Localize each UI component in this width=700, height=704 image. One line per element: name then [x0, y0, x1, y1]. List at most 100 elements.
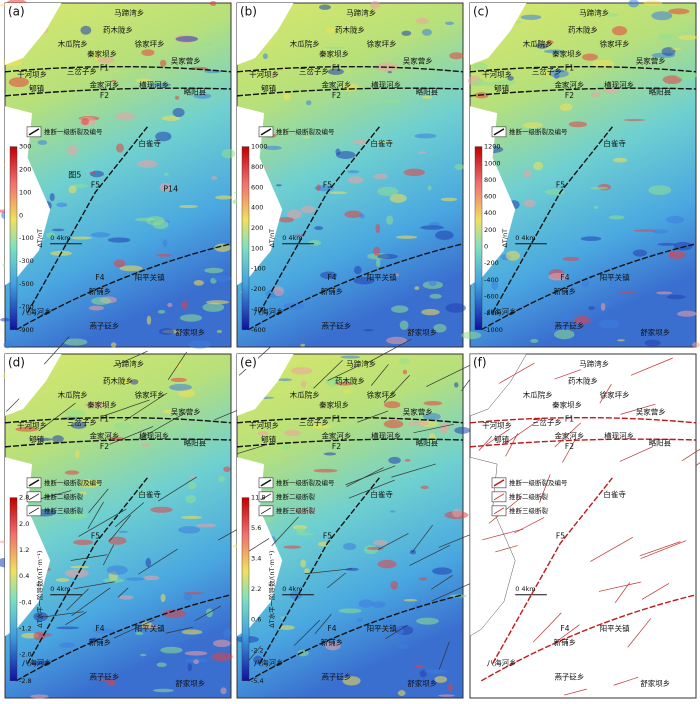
anomaly	[67, 145, 78, 156]
fault-label: F4	[95, 273, 104, 282]
anomaly	[159, 328, 175, 335]
fault-line	[247, 243, 464, 331]
anomaly	[170, 377, 187, 382]
anomaly	[308, 239, 321, 246]
anomaly	[390, 510, 396, 513]
anomaly	[613, 157, 628, 163]
label-box	[6, 4, 26, 18]
anomaly	[568, 121, 588, 128]
anomaly	[359, 213, 365, 219]
anomaly	[102, 578, 125, 583]
anomaly	[409, 549, 416, 555]
fault-line	[258, 477, 380, 664]
anomaly	[561, 311, 575, 320]
place-name: 吴家营乡	[636, 406, 666, 416]
colorbar-tick: 2.8	[19, 494, 29, 502]
anomaly	[604, 300, 612, 307]
fault-label: F2	[100, 442, 109, 451]
anomaly	[548, 272, 569, 281]
fault-label: F4	[560, 624, 569, 633]
fault-label: F2	[332, 442, 341, 451]
anomaly	[347, 170, 360, 174]
fault-line	[469, 87, 697, 97]
fault-line	[15, 594, 232, 682]
anomaly	[84, 402, 108, 408]
anomaly	[184, 650, 208, 656]
colorbar-tick: 200	[484, 226, 496, 234]
minor-fault	[613, 676, 639, 686]
place-name: 药木陇乡	[335, 376, 365, 386]
map-background	[4, 2, 232, 348]
place-name: 八海河乡	[487, 658, 517, 668]
colorbar-tick: 1000	[251, 143, 268, 151]
minor-fault	[370, 364, 389, 386]
anomaly	[130, 379, 139, 385]
colorbar-tick: -500	[19, 280, 34, 288]
place-name: 八海河乡	[22, 658, 52, 668]
minor-fault	[124, 392, 168, 422]
place-name: 木瓜院乡	[523, 389, 553, 399]
place-name: 横现河乡	[139, 80, 169, 90]
minor-fault	[385, 624, 408, 639]
place-name: 燕子砭乡	[89, 320, 119, 330]
anomaly	[220, 687, 227, 695]
anomaly	[427, 185, 432, 191]
anomaly	[648, 185, 672, 195]
fault-line	[469, 438, 697, 448]
anomaly	[311, 424, 331, 429]
anomaly	[366, 546, 385, 551]
anomaly	[375, 62, 399, 72]
colorbar-tick: -700	[19, 303, 34, 311]
anomaly	[420, 225, 444, 230]
place-name: 燕子砭乡	[321, 320, 351, 330]
place-name: 秦家坝乡	[87, 49, 117, 59]
anomaly	[46, 232, 56, 238]
colorbar	[474, 146, 483, 331]
anomaly	[452, 508, 462, 518]
colorbar-tick: 100	[251, 244, 263, 252]
place-name: 略阳县	[416, 437, 439, 447]
colorbar-tick: 0.6	[251, 616, 261, 624]
anomaly	[37, 140, 48, 145]
place-name: 新铺乡	[89, 637, 112, 647]
anomaly	[665, 215, 685, 224]
minor-fault	[482, 528, 524, 541]
anomaly	[602, 88, 619, 94]
anomaly	[435, 230, 454, 240]
legend-text: 推断一级断裂及编号	[509, 478, 568, 487]
legend-line	[260, 128, 272, 136]
anomaly	[523, 169, 532, 178]
minor-fault	[383, 375, 410, 403]
anomaly	[403, 168, 426, 177]
place-name: 白雀寺	[370, 138, 393, 148]
anomaly	[178, 388, 196, 398]
place-name: 金家河乡	[321, 431, 351, 441]
anomaly	[223, 466, 231, 473]
colorbar-tick: -400	[251, 305, 266, 313]
anomaly	[418, 577, 428, 581]
place-name: 阳平关镇	[600, 272, 630, 282]
minor-fault	[562, 438, 576, 463]
anomaly	[94, 50, 100, 61]
anomaly	[399, 320, 409, 331]
anomaly	[588, 306, 595, 311]
minor-fault	[409, 544, 451, 566]
minor-fault	[639, 541, 681, 557]
fault-line	[26, 477, 148, 664]
anomaly	[407, 329, 414, 333]
place-name: 阳平关镇	[600, 623, 630, 633]
anomaly	[135, 631, 144, 635]
place-name: 郇镇	[29, 434, 44, 444]
anomaly	[421, 28, 432, 36]
anomaly	[643, 0, 663, 6]
place-name: 秦家坝乡	[87, 400, 117, 410]
anomaly	[137, 160, 158, 168]
anomaly	[181, 629, 203, 635]
anomaly	[402, 369, 408, 375]
anomaly	[454, 163, 464, 171]
anomaly	[323, 452, 337, 456]
anomaly	[97, 57, 115, 64]
anomaly	[657, 34, 673, 40]
